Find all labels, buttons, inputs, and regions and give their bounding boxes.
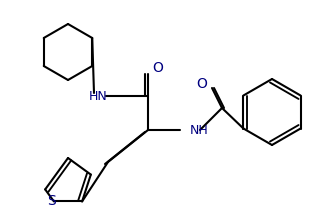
Text: S: S <box>47 194 56 208</box>
Text: O: O <box>197 77 207 91</box>
Text: HN: HN <box>89 89 107 102</box>
Text: NH: NH <box>190 124 209 137</box>
Text: O: O <box>153 61 164 75</box>
